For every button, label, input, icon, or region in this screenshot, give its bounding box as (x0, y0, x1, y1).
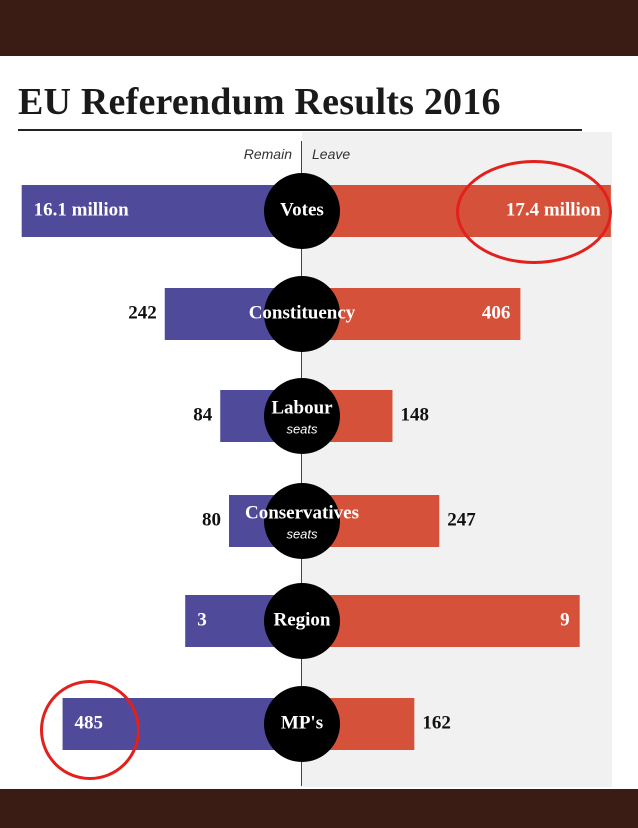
chart-title: EU Referendum Results 2016 (18, 81, 501, 123)
row-label-region: Region (274, 609, 331, 630)
remain-value-conservatives: 80 (202, 509, 221, 530)
row-label-disc-votes (264, 173, 340, 249)
row-sublabel-conservatives: seats (286, 526, 318, 541)
top-frame-band (0, 0, 638, 56)
row-label-disc-labour (264, 378, 340, 454)
remain-value-votes: 16.1 million (34, 199, 129, 220)
remain-value-region: 3 (197, 609, 207, 630)
row-label-disc-conservatives (264, 483, 340, 559)
row-label-disc-constituency (264, 276, 340, 352)
row-label-disc-region (264, 583, 340, 659)
leave-value-constituency: 406 (482, 302, 511, 323)
row-label-mp-s: MP's (281, 712, 323, 733)
leave-value-region: 9 (560, 609, 570, 630)
title-underline (18, 129, 582, 131)
center-axis-line (301, 141, 302, 786)
row-sublabel-labour: seats (286, 421, 318, 436)
remain-header: Remain (243, 146, 292, 162)
leave-header: Leave (312, 146, 351, 162)
highlight-circle-leave-votes (456, 160, 612, 264)
row-label-votes: Votes (280, 199, 324, 220)
row-label-constituency: Constituency (249, 302, 356, 323)
row-label-conservatives: Conservatives (245, 502, 359, 523)
leave-value-mp-s: 162 (422, 712, 451, 733)
leave-value-labour: 148 (400, 404, 429, 425)
bottom-frame-band (0, 789, 638, 828)
row-label-labour: Labour (271, 397, 333, 418)
row-label-disc-mp-s (264, 686, 340, 762)
remain-value-labour: 84 (193, 404, 213, 425)
leave-bar-region (302, 595, 580, 647)
highlight-circle-remain-mps (40, 680, 140, 780)
remain-value-constituency: 242 (128, 302, 157, 323)
remain-bar-votes (21, 185, 303, 237)
leave-value-conservatives: 247 (447, 509, 476, 530)
